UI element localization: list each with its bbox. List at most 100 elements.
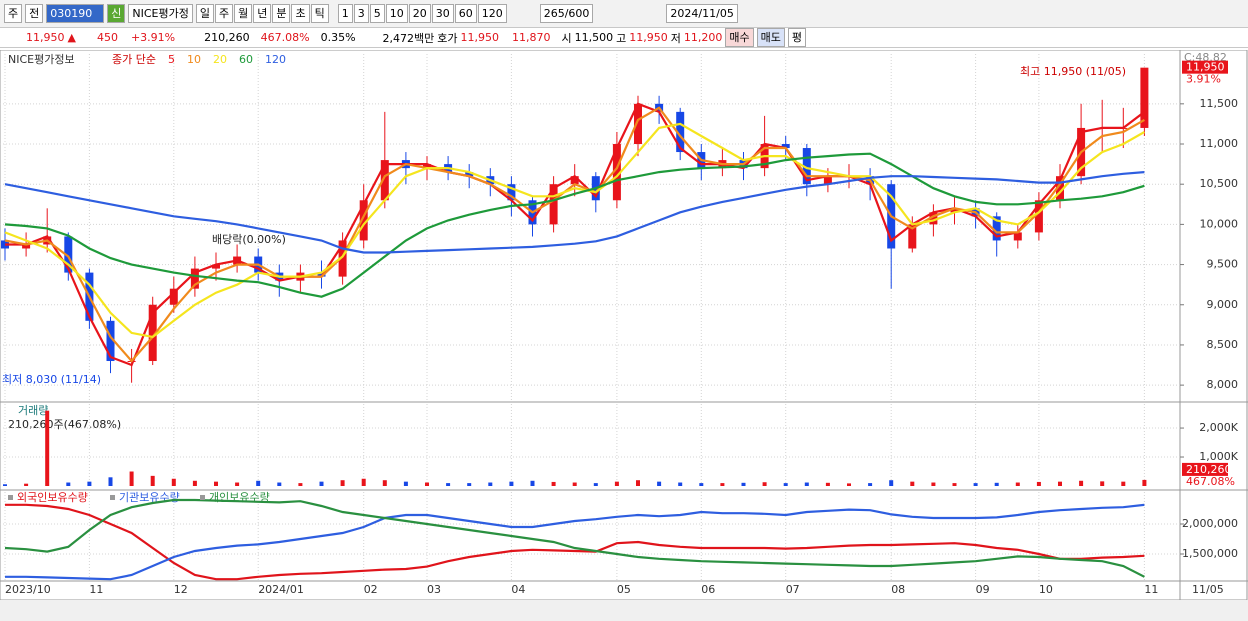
- legend-label: 종가 단순: [112, 53, 156, 66]
- volume-bar: [171, 478, 176, 486]
- candle-body: [1034, 200, 1043, 233]
- volume-bar: [741, 482, 746, 486]
- candle-body: [676, 111, 685, 153]
- x-tick-label: 2023/10: [5, 583, 51, 596]
- y-tick-label: 1,000K: [1199, 450, 1238, 463]
- sell-button[interactable]: 매도: [756, 28, 785, 47]
- x-tick-label: 12: [174, 583, 188, 596]
- change: 450: [96, 31, 118, 44]
- change-pct: +3.91%: [130, 31, 176, 44]
- quote-bar: 11,950 ▲ 450 +3.91% 210,260 467.08% 0.35…: [0, 28, 1248, 48]
- volume-bar: [994, 482, 999, 486]
- candle-body: [106, 320, 115, 362]
- ma-line: [4, 106, 1145, 363]
- interval-button[interactable]: 30: [431, 4, 454, 23]
- legend-entry: 10: [187, 53, 201, 66]
- interval-button[interactable]: 5: [369, 4, 385, 23]
- period-button[interactable]: 분: [272, 4, 291, 23]
- low-annotation: 최저 8,030 (11/14): [2, 373, 101, 386]
- interval-button[interactable]: 1: [337, 4, 353, 23]
- period-button[interactable]: 일: [195, 4, 214, 23]
- change-label: 3.91%: [1186, 73, 1221, 86]
- chart-title: NICE평가정보: [8, 53, 75, 66]
- x-tick-label: 03: [427, 583, 441, 596]
- y-tick-label: 10,000: [1200, 217, 1239, 230]
- candle-body: [359, 200, 368, 241]
- volume-bar: [889, 480, 894, 486]
- candle-body: [950, 208, 959, 213]
- interval-button[interactable]: 3: [353, 4, 369, 23]
- legend-swatch: [110, 495, 115, 500]
- amount: 2,472백만: [382, 31, 435, 45]
- volume-bar: [150, 475, 155, 486]
- y-tick-label: 8,500: [1207, 338, 1239, 351]
- period-button[interactable]: 초: [291, 4, 310, 23]
- chart: NICE평가정보 종가 단순 C:48.82 최고 11,950 (11/05)…: [0, 50, 1248, 621]
- volume-value-label: 210,260주(467.08%): [8, 418, 121, 431]
- y-tick-label: 1,500,000: [1182, 547, 1238, 560]
- volume-bar: [1079, 480, 1084, 486]
- market[interactable]: 주: [4, 4, 23, 23]
- ma-line: [4, 152, 1145, 298]
- interval-button[interactable]: 20: [408, 4, 431, 23]
- candle-body: [549, 184, 558, 225]
- stock-name: NICE평가정: [128, 4, 193, 23]
- candle-body: [169, 288, 178, 305]
- volume-bar: [1015, 482, 1020, 486]
- x-tick-label: 11: [89, 583, 103, 596]
- candle-body: [1013, 232, 1022, 241]
- ma-line: [4, 171, 1145, 254]
- y-tick-label: 11,000: [1200, 137, 1239, 150]
- candle-body: [908, 224, 917, 249]
- interval-button[interactable]: 10: [385, 4, 408, 23]
- legend-entry: 20: [213, 53, 227, 66]
- count[interactable]: 265/600: [539, 4, 594, 23]
- ma-line: [4, 122, 1145, 339]
- open-label: 시: [561, 31, 572, 45]
- open: 11,500: [574, 31, 614, 44]
- period-button[interactable]: 년: [253, 4, 272, 23]
- interval-button[interactable]: 60: [454, 4, 477, 23]
- period-button[interactable]: 틱: [310, 4, 329, 23]
- volume-bar: [530, 480, 535, 486]
- intervals: 1 3 5 10 20 30 60 120: [337, 4, 507, 23]
- interval-button[interactable]: 120: [477, 4, 507, 23]
- period-button[interactable]: 월: [234, 4, 253, 23]
- volume-bar: [614, 481, 619, 486]
- low-label: 저: [670, 31, 681, 45]
- volume-bar: [572, 482, 577, 486]
- x-tick-label: 02: [364, 583, 378, 596]
- legend-swatch: [8, 495, 13, 500]
- holding-line: [5, 503, 1145, 581]
- volume-bar: [382, 480, 387, 486]
- y-tick-label: 2,000,000: [1182, 517, 1238, 530]
- volume-bar: [657, 481, 662, 486]
- volume-bar: [847, 483, 851, 486]
- code-input[interactable]: 030190: [46, 4, 105, 23]
- volume-bar: [699, 483, 704, 486]
- volume-bar: [24, 483, 29, 486]
- candle-body: [507, 184, 516, 201]
- date[interactable]: 2024/11/05: [666, 4, 738, 23]
- avg-button[interactable]: 평: [787, 28, 807, 47]
- volume: 210,260: [204, 31, 250, 44]
- volume-bar: [868, 483, 873, 486]
- legend-entry: 외국인보유수량: [17, 491, 88, 504]
- volume-bar: [952, 483, 957, 486]
- volume-bar: [277, 482, 282, 486]
- turnover: 0.35%: [320, 31, 356, 44]
- scrollbar[interactable]: [0, 600, 1248, 621]
- buy-button[interactable]: 매수: [725, 28, 754, 47]
- volume-bar: [256, 480, 261, 486]
- y-tick-label: 10,500: [1200, 177, 1239, 190]
- candle-body: [148, 304, 157, 362]
- y-tick-label: 8,000: [1207, 378, 1239, 391]
- legend-entry: 5: [168, 53, 175, 66]
- period-button[interactable]: 주: [214, 4, 234, 23]
- count-value: 265: [543, 7, 565, 20]
- y-tick-label: 9,500: [1207, 258, 1239, 271]
- prev[interactable]: 전: [25, 4, 44, 23]
- x-tick-label: 10: [1039, 583, 1053, 596]
- badge: 신: [107, 4, 126, 23]
